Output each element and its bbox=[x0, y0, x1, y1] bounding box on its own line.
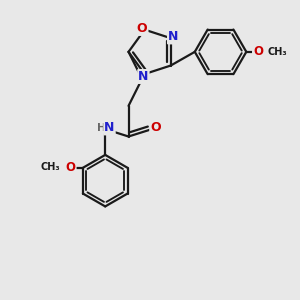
Text: N: N bbox=[138, 70, 148, 83]
Text: O: O bbox=[150, 122, 161, 134]
Text: CH₃: CH₃ bbox=[40, 163, 60, 172]
Text: N: N bbox=[168, 30, 178, 44]
Text: O: O bbox=[66, 161, 76, 174]
Text: H: H bbox=[97, 123, 106, 133]
Text: CH₃: CH₃ bbox=[268, 46, 287, 56]
Text: O: O bbox=[253, 45, 263, 58]
Text: N: N bbox=[104, 122, 115, 134]
Text: O: O bbox=[137, 22, 148, 35]
